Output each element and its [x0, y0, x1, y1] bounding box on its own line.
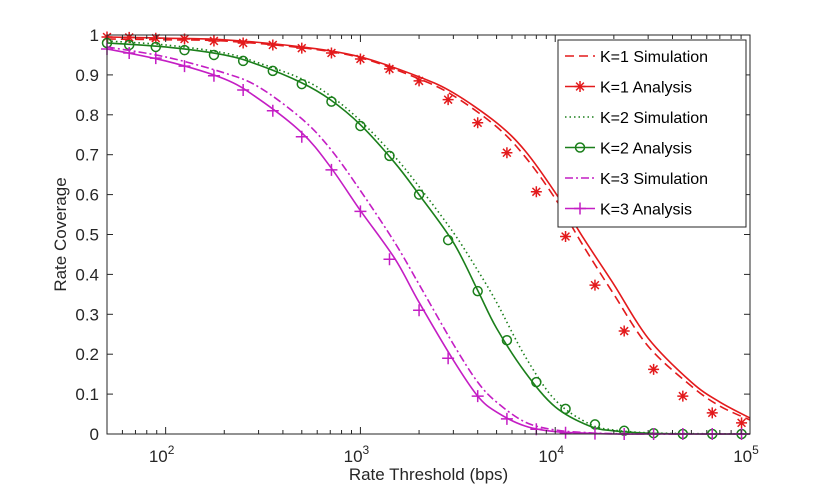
- series-line: [106, 46, 750, 435]
- marker-asterisk: [123, 31, 135, 43]
- marker-circle: [501, 334, 513, 346]
- marker-asterisk: [237, 37, 249, 49]
- marker-asterisk: [648, 363, 660, 375]
- marker-asterisk: [354, 53, 366, 65]
- marker-plus: [178, 60, 191, 73]
- marker-circle: [355, 120, 366, 132]
- marker-asterisk: [530, 186, 542, 198]
- y-tick-label: 0.7: [75, 146, 99, 165]
- marker-asterisk: [706, 407, 718, 419]
- marker-plus: [442, 352, 455, 365]
- marker-plus: [354, 205, 367, 218]
- marker-circle: [472, 285, 483, 297]
- legend-label: K=2 Analysis: [600, 141, 692, 158]
- marker-asterisk: [574, 81, 586, 92]
- y-tick-label: 1: [90, 26, 99, 45]
- legend-item-2: K=1 Analysis: [565, 80, 692, 97]
- marker-asterisk: [413, 75, 425, 87]
- series-2: [101, 31, 751, 429]
- marker-plus: [471, 390, 484, 403]
- marker-circle: [384, 150, 395, 162]
- series-line: [106, 38, 751, 421]
- axes-layer: 0 0.1 0.2 0.3 0.4 0.5 0.6 0.7 0.8 0.9 1 102 103 104 10…: [75, 26, 759, 466]
- legend: K=1 Simulation K=1 Analysis K=2 Simulation…: [557, 39, 747, 228]
- marker-circle: [413, 189, 425, 200]
- marker-asterisk: [736, 417, 748, 429]
- marker-circle: [574, 142, 586, 153]
- legend-item-6: K=3 Analysis: [565, 202, 692, 219]
- marker-asterisk: [208, 35, 220, 47]
- marker-plus: [266, 104, 279, 117]
- marker-circle: [179, 44, 190, 56]
- marker-circle: [208, 49, 220, 61]
- marker-circle: [531, 376, 542, 388]
- marker-plus: [123, 46, 136, 59]
- y-tick-label: 0: [90, 425, 99, 444]
- legend-item-5: K=3 Simulation: [565, 171, 708, 188]
- marker-circle: [560, 403, 571, 415]
- x-tick-label: 102: [149, 443, 175, 466]
- series-3: [106, 40, 751, 435]
- marker-asterisk: [150, 32, 162, 44]
- series-1: [106, 38, 751, 421]
- x-tick-label: 104: [538, 443, 564, 466]
- marker-circle: [237, 55, 249, 67]
- marker-circle: [267, 65, 279, 77]
- marker-circle: [442, 234, 454, 246]
- y-tick-label: 0.4: [75, 265, 99, 284]
- series-line: [106, 40, 751, 435]
- marker-plus: [207, 69, 220, 82]
- y-tick-label: 0.6: [75, 186, 99, 205]
- legend-item-3: K=2 Simulation: [565, 110, 708, 127]
- series-line: [106, 36, 751, 419]
- marker-asterisk: [618, 325, 630, 337]
- marker-plus: [237, 84, 250, 97]
- legend-box: [557, 39, 747, 228]
- x-axis-label: Rate Threshold (bps): [349, 465, 508, 484]
- legend-item-4: K=2 Analysis: [565, 141, 692, 158]
- x-tick-label: 103: [344, 443, 370, 466]
- marker-asterisk: [179, 33, 191, 45]
- marker-circle: [326, 96, 337, 107]
- marker-circle: [296, 78, 308, 90]
- marker-plus: [574, 202, 586, 215]
- y-tick-label: 0.9: [75, 66, 99, 85]
- marker-plus: [149, 52, 162, 65]
- marker-asterisk: [383, 63, 395, 75]
- marker-plus: [295, 130, 308, 143]
- marker-asterisk: [589, 279, 601, 291]
- marker-plus: [559, 426, 572, 439]
- y-tick-label: 0.8: [75, 106, 99, 125]
- marker-asterisk: [560, 230, 572, 242]
- marker-plus: [500, 412, 513, 425]
- y-tick-label: 0.3: [75, 305, 99, 324]
- marker-asterisk: [442, 94, 454, 106]
- marker-asterisk: [472, 117, 484, 129]
- marker-plus: [383, 253, 396, 266]
- legend-label: K=1 Analysis: [600, 80, 692, 97]
- y-tick-label: 0.5: [75, 226, 99, 245]
- legend-label: K=2 Simulation: [600, 110, 708, 127]
- y-tick-label: 0.2: [75, 345, 99, 364]
- marker-circle: [150, 41, 162, 53]
- legend-label: K=3 Analysis: [600, 202, 692, 219]
- y-axis-label: Rate Coverage: [51, 177, 70, 291]
- y-tick-label: 0.1: [75, 385, 99, 404]
- marker-asterisk: [296, 42, 308, 54]
- series-5: [106, 46, 750, 435]
- marker-plus: [325, 163, 338, 176]
- x-tick-label: 105: [733, 443, 759, 466]
- legend-label: K=1 Simulation: [600, 49, 708, 66]
- marker-asterisk: [325, 47, 337, 59]
- marker-asterisk: [677, 390, 689, 402]
- legend-item-1: K=1 Simulation: [565, 49, 708, 66]
- marker-asterisk: [501, 147, 513, 159]
- legend-label: K=3 Simulation: [600, 171, 708, 188]
- marker-plus: [413, 304, 426, 317]
- marker-asterisk: [267, 39, 279, 51]
